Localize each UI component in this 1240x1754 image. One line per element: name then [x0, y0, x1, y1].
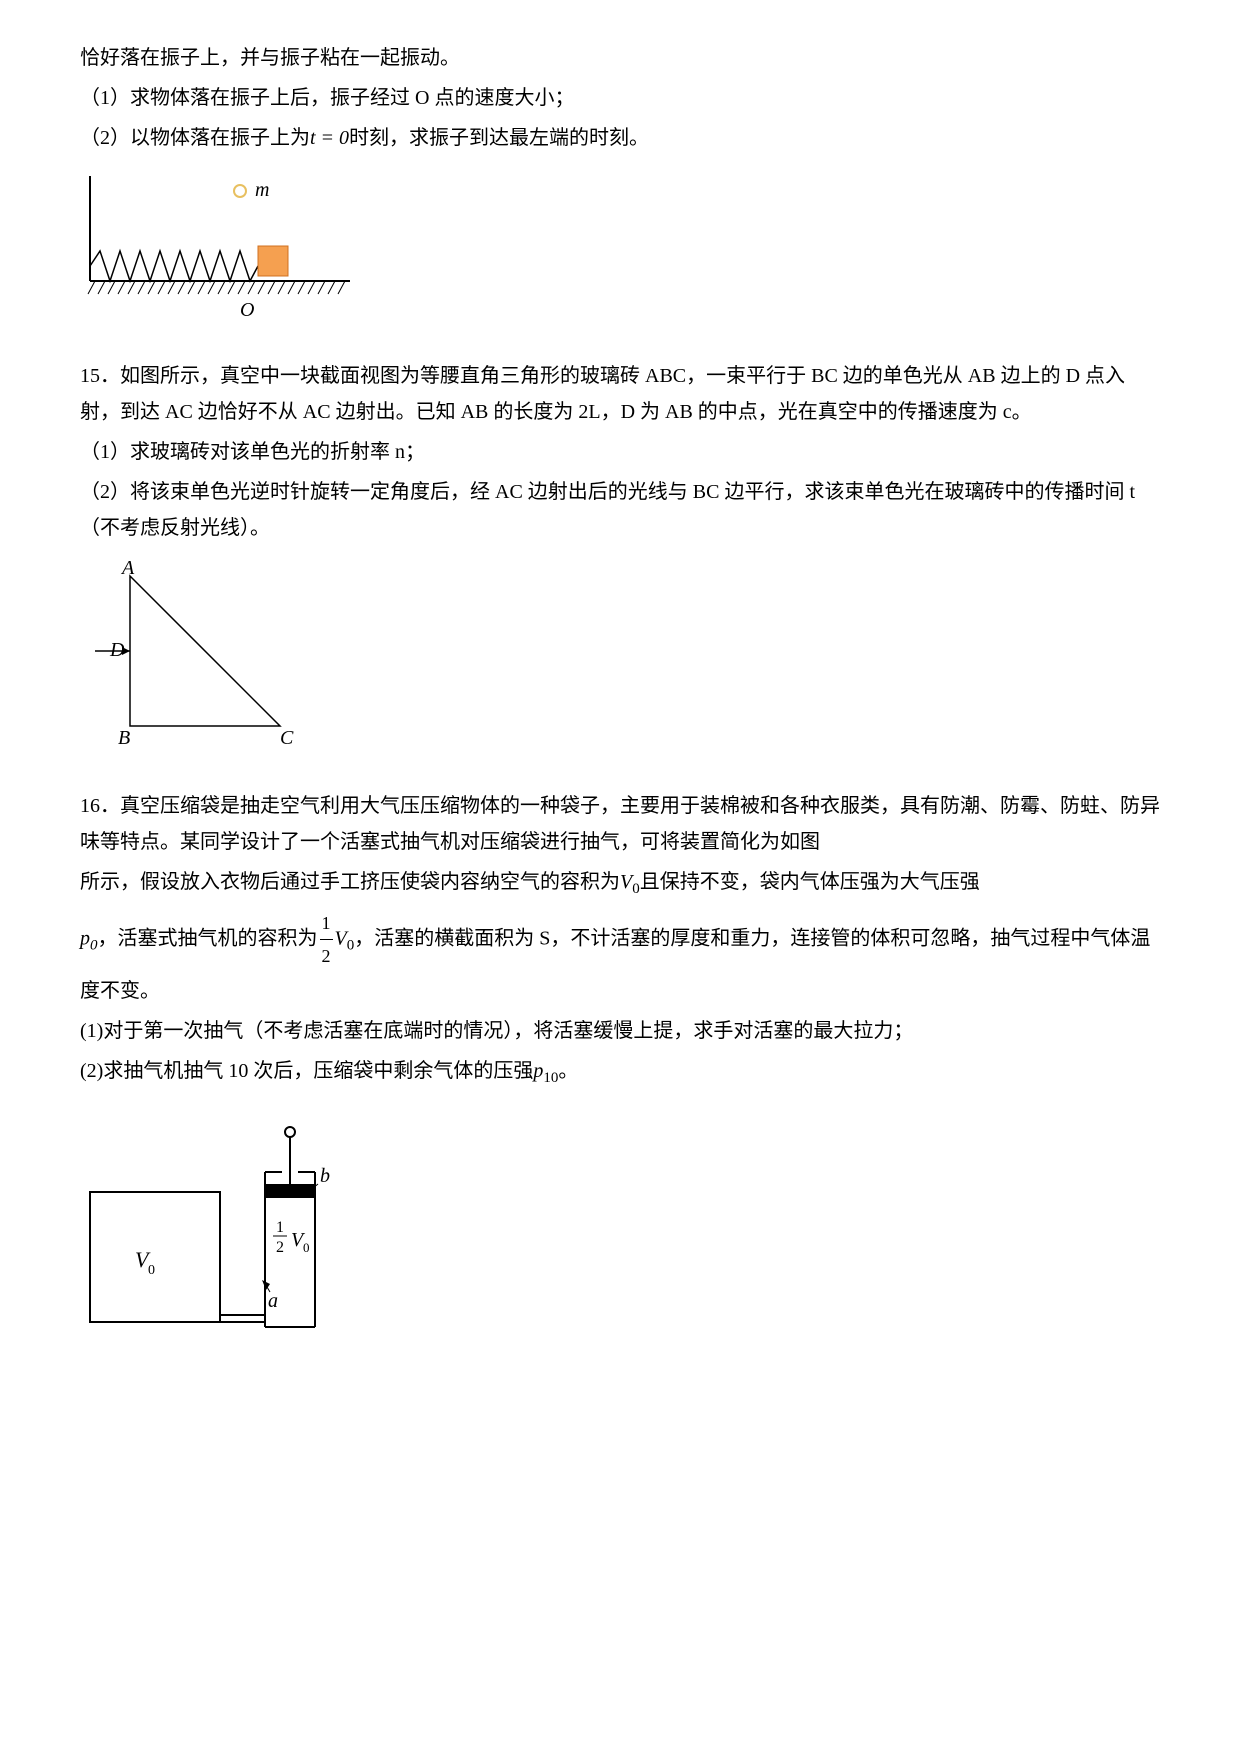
p16-p2-prefix: 所示，假设放入衣物后通过手工挤压使袋内容纳空气的容积为: [80, 871, 620, 893]
svg-text:A: A: [120, 557, 135, 579]
p16-p2-V0sub: 0: [632, 881, 640, 897]
svg-text:a: a: [268, 1290, 278, 1312]
svg-text:O: O: [240, 299, 254, 321]
problem-15: 15．如图所示，真空中一块截面视图为等腰直角三角形的玻璃砖 ABC，一束平行于 …: [80, 358, 1160, 768]
p15-intro: 15．如图所示，真空中一块截面视图为等腰直角三角形的玻璃砖 ABC，一束平行于 …: [80, 358, 1160, 430]
problem-16: 16．真空压缩袋是抽走空气利用大气压压缩物体的一种袋子，主要用于装棉被和各种衣服…: [80, 788, 1160, 1374]
p14-line1: 恰好落在振子上，并与振子粘在一起振动。: [80, 40, 1160, 76]
p16-p3-p0sub: 0: [90, 937, 98, 953]
svg-text:1: 1: [276, 1219, 284, 1236]
p16-p3-frac: 12: [320, 907, 333, 973]
p16-p3-V0b: V: [335, 927, 347, 949]
problem-14-continuation: 恰好落在振子上，并与振子粘在一起振动。 （1）求物体落在振子上后，振子经过 O …: [80, 40, 1160, 338]
p14-sub1: （1）求物体落在振子上后，振子经过 O 点的速度大小；: [80, 80, 1160, 116]
p16-intro-p3: p0，活塞式抽气机的容积为12V0，活塞的横截面积为 S，不计活塞的厚度和重力，…: [80, 907, 1160, 1009]
p15-figure: A B C D: [80, 556, 1160, 768]
p16-sub2-p10: p: [533, 1060, 543, 1082]
p16-p3-comma: ，: [98, 927, 118, 949]
svg-text:m: m: [255, 179, 269, 201]
p16-p3-frac-den: 2: [320, 940, 333, 972]
p15-sub2: （2）将该束单色光逆时针旋转一定角度后，经 AC 边射出后的光线与 BC 边平行…: [80, 474, 1160, 546]
p15-sub1: （1）求玻璃砖对该单色光的折射率 n；: [80, 434, 1160, 470]
p14-figure: m: [80, 166, 1160, 338]
p16-p2-suffix: 且保持不变，袋内气体压强为大气压强: [640, 871, 980, 893]
svg-text:b: b: [320, 1165, 330, 1187]
p16-sub2: (2)求抽气机抽气 10 次后，压缩袋中剩余气体的压强p10。: [80, 1053, 1160, 1092]
p16-figure: V 0 b a: [80, 1102, 1160, 1374]
p16-intro-p1: 16．真空压缩袋是抽走空气利用大气压压缩物体的一种袋子，主要用于装棉被和各种衣服…: [80, 788, 1160, 860]
p16-p3-pump-prefix: 活塞式抽气机的容积为: [118, 927, 318, 949]
p16-p2-V0: V: [620, 871, 632, 893]
p16-sub1: (1)对于第一次抽气（不考虑活塞在底端时的情况），将活塞缓慢上提，求手对活塞的最…: [80, 1013, 1160, 1049]
p16-sub2-p10sub: 10: [543, 1070, 558, 1086]
p16-sub2-suffix: 。: [558, 1060, 578, 1082]
p16-sub2-prefix: (2)求抽气机抽气 10 次后，压缩袋中剩余气体的压强: [80, 1060, 533, 1082]
svg-text:C: C: [280, 727, 294, 749]
p14-sub2-eq: t = 0: [310, 127, 349, 149]
svg-text:B: B: [118, 727, 130, 749]
p14-sub2-suffix: 时刻，求振子到达最左端的时刻。: [349, 127, 649, 149]
svg-text:0: 0: [148, 1263, 155, 1278]
p14-sub2: （2）以物体落在振子上为t = 0时刻，求振子到达最左端的时刻。: [80, 120, 1160, 156]
svg-text:0: 0: [303, 1240, 310, 1255]
p16-p3-p0: p: [80, 927, 90, 949]
svg-text:2: 2: [276, 1239, 284, 1256]
p16-p3-frac-num: 1: [320, 907, 333, 940]
p16-intro-p2: 所示，假设放入衣物后通过手工挤压使袋内容纳空气的容积为V0且保持不变，袋内气体压…: [80, 864, 1160, 903]
p16-p3-comma2: ，: [354, 927, 374, 949]
p14-sub2-prefix: （2）以物体落在振子上为: [80, 127, 310, 149]
